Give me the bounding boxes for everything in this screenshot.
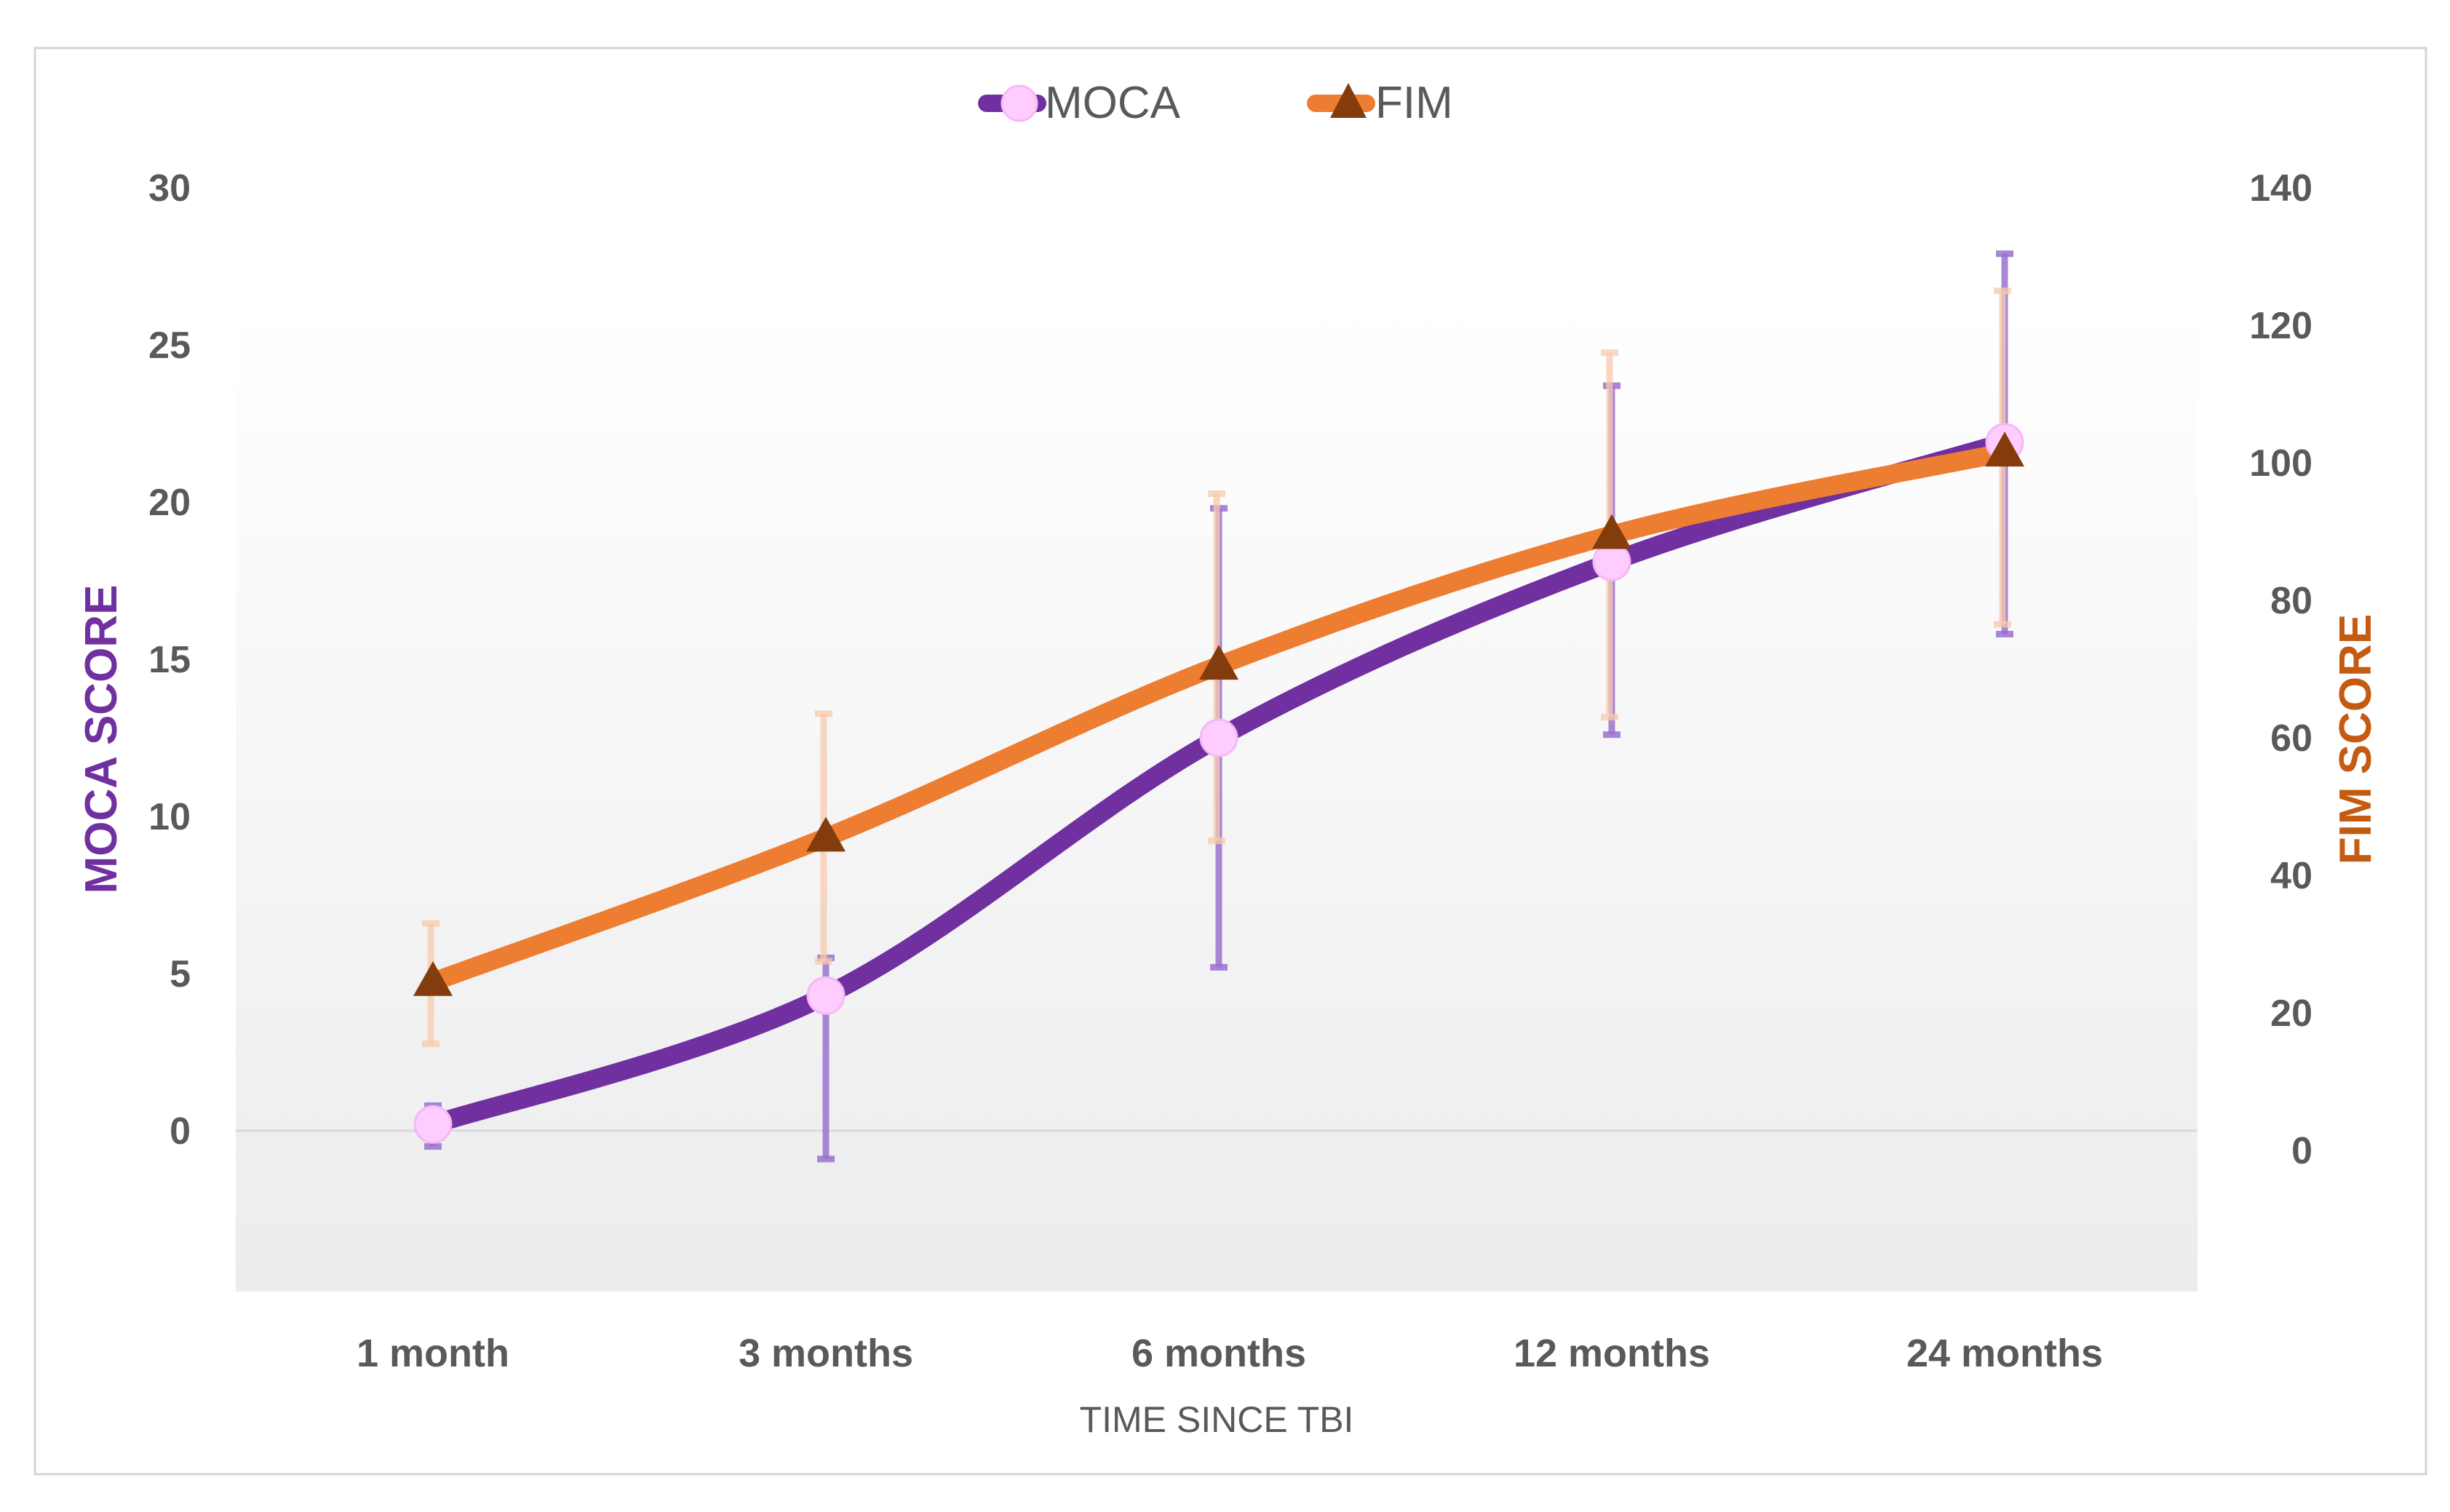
x-axis-title: TIME SINCE TBI — [1080, 1399, 1354, 1440]
right-axis-tick-label: 80 — [2270, 580, 2312, 622]
right-axis-tick-label: 140 — [2249, 167, 2312, 210]
moca-point — [806, 976, 846, 1015]
fim-point — [806, 816, 846, 852]
fim-point — [1199, 645, 1238, 680]
left-axis-tick-label: 25 — [148, 325, 191, 367]
left-axis-tick-label: 5 — [170, 953, 191, 995]
x-axis-tick-label: 6 months — [1131, 1332, 1306, 1375]
x-axis-tick-label: 24 months — [1906, 1332, 2103, 1375]
left-axis-tick-label: 15 — [148, 639, 191, 681]
left-axis-tick-label: 0 — [170, 1110, 191, 1153]
right-axis-tick-label: 60 — [2270, 717, 2312, 760]
fim-point — [1592, 514, 1631, 549]
right-axis-tick-label: 100 — [2249, 442, 2312, 485]
legend-fim-marker — [1330, 83, 1367, 118]
right-axis-title: FIM SCORE — [2331, 614, 2381, 864]
x-axis-tick-label: 12 months — [1514, 1332, 1710, 1375]
x-axis-tick-label: 3 months — [739, 1332, 913, 1375]
right-axis-tick-label: 0 — [2291, 1130, 2312, 1172]
legend-moca-label: MOCA — [1045, 78, 1181, 128]
right-axis-tick-label: 40 — [2270, 855, 2312, 897]
fim-point — [413, 960, 453, 996]
legend-moca-marker — [1001, 84, 1038, 122]
left-axis-tick-label: 30 — [148, 167, 191, 210]
right-axis-tick-label: 120 — [2249, 305, 2312, 347]
left-axis-tick-label: 20 — [148, 482, 191, 524]
moca-point — [1199, 718, 1238, 757]
x-axis-tick-label: 1 month — [357, 1332, 509, 1375]
moca-point — [413, 1105, 453, 1144]
legend-fim-label: FIM — [1375, 78, 1453, 128]
moca-point — [1592, 542, 1631, 581]
fim-point — [1985, 431, 2024, 467]
right-axis-tick-label: 20 — [2270, 992, 2312, 1035]
left-axis-title: MOCA SCORE — [76, 585, 127, 894]
left-axis-tick-label: 10 — [148, 796, 191, 838]
